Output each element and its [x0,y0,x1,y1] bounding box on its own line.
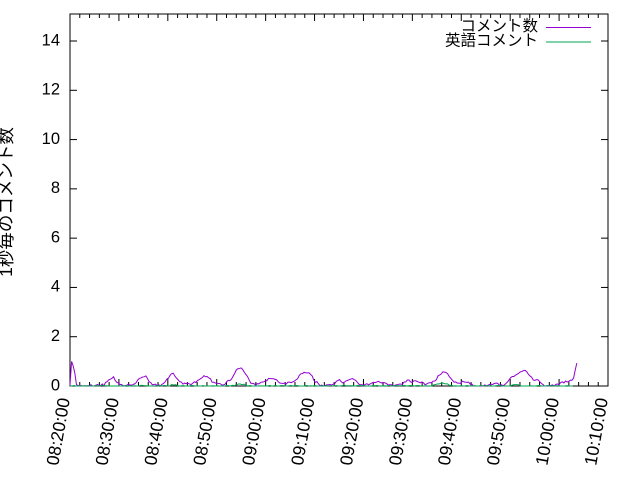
svg-text:10: 10 [42,130,60,148]
svg-text:12: 12 [42,81,60,99]
svg-text:英語コメント: 英語コメント [445,32,538,50]
svg-text:1秒毎のコメント数: 1秒毎のコメント数 [0,127,16,277]
svg-text:4: 4 [51,278,60,296]
svg-text:2: 2 [51,327,60,345]
svg-text:8: 8 [51,179,60,197]
svg-text:6: 6 [51,228,60,246]
svg-text:0: 0 [51,376,60,394]
svg-text:14: 14 [42,31,60,49]
